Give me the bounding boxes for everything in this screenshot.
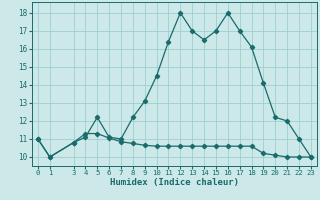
X-axis label: Humidex (Indice chaleur): Humidex (Indice chaleur) <box>110 178 239 187</box>
